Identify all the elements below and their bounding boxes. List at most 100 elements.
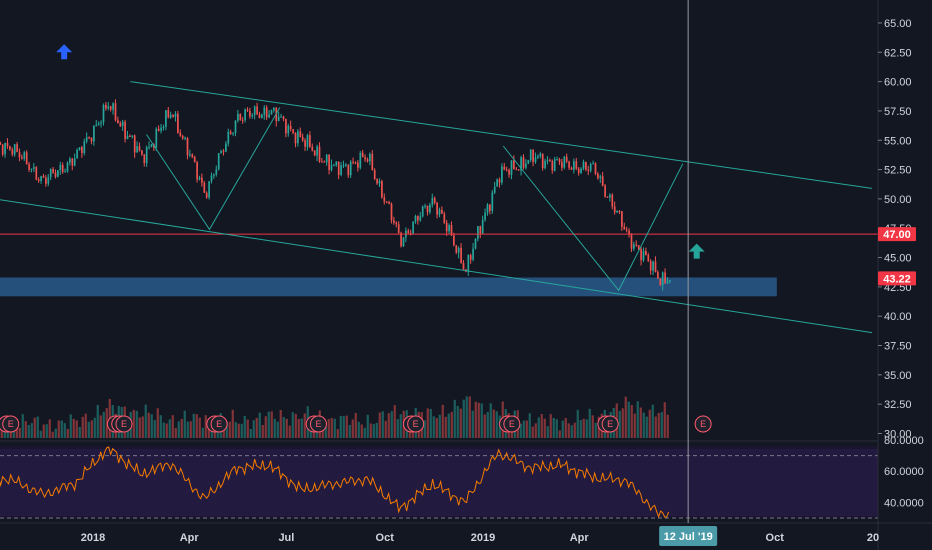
candle — [18, 151, 21, 158]
volume-bar — [540, 414, 543, 438]
candle — [604, 185, 606, 197]
volume-bar — [480, 403, 483, 438]
earnings-marker[interactable] — [210, 415, 228, 433]
volume-bar — [444, 416, 447, 438]
volume-bar — [27, 425, 30, 438]
volume-bar — [366, 414, 369, 438]
candle — [510, 160, 513, 175]
volume-bar — [549, 414, 552, 438]
earnings-marker[interactable] — [694, 415, 712, 433]
volume-bar — [627, 401, 630, 438]
candle — [333, 165, 335, 167]
volume-bar — [270, 411, 273, 438]
candle — [225, 143, 227, 152]
candle — [335, 161, 338, 166]
candle — [285, 118, 287, 134]
candle — [378, 181, 381, 184]
trend-channel-line[interactable] — [0, 199, 873, 334]
volume-bar — [663, 402, 666, 438]
volume-bar — [564, 417, 567, 438]
y-tick-label: 65.00 — [884, 18, 912, 30]
candle — [47, 177, 50, 184]
volume-bar — [462, 399, 465, 438]
volume-bar — [24, 421, 27, 438]
candle — [340, 165, 342, 175]
earnings-marker[interactable] — [407, 415, 425, 433]
candle — [16, 144, 18, 152]
support-zone[interactable] — [0, 277, 777, 297]
candle — [301, 136, 304, 141]
candle — [496, 179, 498, 187]
volume-bar — [435, 418, 438, 438]
volume-bar — [579, 420, 582, 438]
earnings-marker[interactable] — [601, 415, 619, 433]
candle — [81, 147, 83, 154]
candle — [217, 153, 220, 170]
volume-bar — [459, 408, 462, 438]
candle — [76, 149, 78, 159]
candle — [121, 121, 124, 127]
candle — [169, 114, 172, 118]
volume-bar — [393, 405, 396, 438]
candle — [508, 169, 510, 175]
candle — [565, 156, 568, 162]
volume-bar — [174, 428, 177, 438]
volume-bar — [495, 411, 498, 438]
candle — [23, 152, 26, 159]
candle — [297, 131, 299, 144]
earnings-marker[interactable] — [503, 415, 521, 433]
volume-bar — [231, 409, 234, 438]
candle — [498, 179, 501, 183]
volume-bar — [66, 428, 69, 438]
volume-bar — [630, 405, 633, 438]
candle — [40, 176, 42, 181]
candle — [613, 206, 616, 213]
zigzag-pattern-line[interactable] — [146, 107, 281, 231]
earnings-marker[interactable] — [2, 415, 20, 433]
volume-bar — [294, 413, 297, 438]
candle — [9, 146, 11, 150]
candle — [299, 131, 302, 137]
x-tick-label: 2019 — [471, 532, 495, 544]
earnings-marker[interactable] — [115, 415, 133, 433]
candle — [601, 176, 604, 186]
volume-bar — [249, 428, 252, 438]
candle — [148, 146, 150, 148]
volume-bar — [246, 419, 249, 438]
candle — [369, 153, 371, 162]
volume-bar — [477, 402, 480, 438]
up-arrow-icon[interactable] — [688, 243, 705, 259]
candle — [318, 146, 321, 162]
volume-bar — [15, 425, 18, 438]
candle — [649, 260, 652, 271]
volume-bar — [363, 427, 366, 438]
y-tick-label: 57.50 — [884, 106, 912, 118]
candle — [0, 142, 2, 145]
candle — [222, 151, 225, 153]
up-arrow-icon[interactable] — [56, 44, 73, 60]
candle — [395, 222, 398, 225]
earnings-marker[interactable] — [309, 415, 327, 433]
candle — [637, 245, 640, 249]
candle — [268, 114, 270, 118]
earnings-label: E — [607, 419, 613, 429]
candle — [93, 125, 95, 142]
candle — [66, 162, 69, 172]
candle — [172, 114, 174, 117]
volume-bar — [330, 417, 333, 438]
candle — [654, 261, 657, 273]
candle — [417, 216, 419, 221]
candle — [652, 261, 654, 271]
candle — [337, 161, 340, 175]
rsi-line — [0, 446, 670, 519]
candle — [385, 201, 388, 203]
candle — [616, 210, 618, 213]
candle — [13, 144, 16, 155]
trend-channel-line[interactable] — [130, 81, 873, 189]
candle — [251, 114, 254, 117]
candle — [582, 161, 585, 169]
candle — [323, 161, 326, 163]
volume-bar — [324, 425, 327, 438]
zigzag-pattern-line[interactable] — [502, 145, 684, 292]
